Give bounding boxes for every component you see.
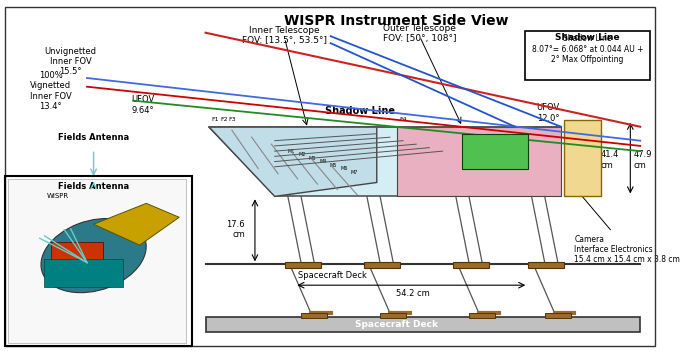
Bar bbox=[301, 313, 328, 318]
Polygon shape bbox=[209, 127, 561, 197]
Text: 41.4
cm: 41.4 cm bbox=[601, 150, 619, 170]
Text: Shadow Line: Shadow Line bbox=[325, 106, 395, 116]
Text: Shadow Line
8.07°= 6.068° at 0.044 AU +
2° Max Offpointing: Shadow Line 8.07°= 6.068° at 0.044 AU + … bbox=[532, 34, 643, 64]
Text: M7: M7 bbox=[351, 170, 358, 174]
Bar bbox=[452, 261, 489, 268]
Text: M5: M5 bbox=[330, 163, 337, 167]
Polygon shape bbox=[93, 203, 179, 245]
Text: UFOV
9.64°: UFOV 9.64° bbox=[131, 95, 155, 115]
Text: 100%
Vignetted
Inner FOV
13.4°: 100% Vignetted Inner FOV 13.4° bbox=[30, 71, 72, 111]
Polygon shape bbox=[397, 127, 561, 197]
Text: Fields Antenna: Fields Antenna bbox=[58, 133, 129, 143]
Text: M2: M2 bbox=[298, 152, 305, 157]
Text: WISPR: WISPR bbox=[46, 193, 68, 199]
Text: Unvignetted
Inner FOV
15.5°: Unvignetted Inner FOV 15.5° bbox=[45, 47, 97, 77]
Text: M4: M4 bbox=[319, 159, 326, 164]
Bar bbox=[545, 313, 571, 318]
Text: Camera
Interface Electronics
15.4 cm x 15.4 cm x 3.8 cm: Camera Interface Electronics 15.4 cm x 1… bbox=[567, 178, 680, 265]
Bar bbox=[51, 241, 103, 266]
Bar bbox=[206, 317, 641, 332]
Text: F3: F3 bbox=[229, 117, 236, 122]
Text: WISPR Instrument Side View: WISPR Instrument Side View bbox=[284, 14, 509, 28]
Ellipse shape bbox=[41, 219, 146, 293]
Text: Spacecraft Deck: Spacecraft Deck bbox=[298, 271, 367, 280]
Text: F1: F1 bbox=[212, 117, 219, 122]
Bar bbox=[525, 31, 650, 80]
Bar bbox=[284, 261, 321, 268]
Text: Inner Telescope
FOV: [13.5°, 53.5°]: Inner Telescope FOV: [13.5°, 53.5°] bbox=[242, 26, 327, 45]
Text: Outer Telescope
FOV: [50°, 108°]: Outer Telescope FOV: [50°, 108°] bbox=[383, 24, 457, 44]
Text: 47.9
cm: 47.9 cm bbox=[634, 150, 652, 170]
Text: M6: M6 bbox=[340, 166, 348, 171]
Bar bbox=[462, 134, 528, 168]
Bar bbox=[565, 120, 601, 197]
Bar bbox=[380, 313, 406, 318]
Bar bbox=[469, 313, 496, 318]
Bar bbox=[364, 261, 400, 268]
Text: M3: M3 bbox=[309, 155, 316, 161]
Text: M1: M1 bbox=[287, 148, 295, 154]
Text: F4: F4 bbox=[399, 117, 407, 121]
Text: Shadow Line: Shadow Line bbox=[556, 33, 620, 42]
Text: F2: F2 bbox=[220, 117, 228, 122]
Bar bbox=[44, 259, 123, 287]
Bar bbox=[528, 261, 565, 268]
Text: 17.6
cm: 17.6 cm bbox=[227, 220, 245, 239]
Text: Fields Antenna: Fields Antenna bbox=[58, 182, 129, 191]
Bar bbox=[5, 176, 192, 346]
Bar bbox=[8, 179, 186, 343]
Text: UFOV
12.0°: UFOV 12.0° bbox=[537, 103, 560, 122]
Text: 54.2 cm: 54.2 cm bbox=[396, 289, 430, 298]
Polygon shape bbox=[209, 127, 377, 197]
Text: Spacecraft Deck: Spacecraft Deck bbox=[355, 320, 438, 329]
